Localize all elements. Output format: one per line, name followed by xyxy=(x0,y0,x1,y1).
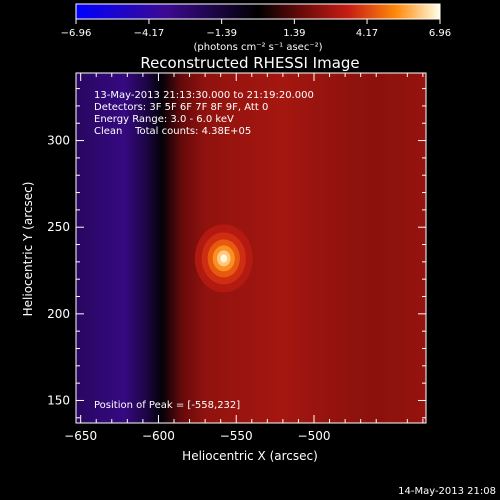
colorbar xyxy=(75,3,441,20)
plot-frame xyxy=(75,72,427,424)
heatmap-image xyxy=(76,73,426,423)
y-axis-label: Heliocentric Y (arcsec) xyxy=(21,182,35,317)
x-tick-label: −650 xyxy=(64,429,97,443)
colorbar-tick-label: −4.17 xyxy=(134,28,165,39)
colorbar-tick-label: −6.96 xyxy=(61,28,92,39)
timestamp-footer: 14-May-2013 21:08 xyxy=(398,486,496,497)
peak-position-label: Position of Peak = [-558,232] xyxy=(94,400,240,411)
colorbar-label: (photons cm⁻² s⁻¹ asec⁻²) xyxy=(193,42,322,53)
annotation-time-range: 13-May-2013 21:13:30.000 to 21:19:20.000 xyxy=(94,90,314,101)
colorbar-tick-label: 1.39 xyxy=(283,28,305,39)
x-tick-label: −500 xyxy=(298,429,331,443)
x-axis-ticks: −650 −600 −550 −500 xyxy=(64,73,424,443)
x-tick-label: −550 xyxy=(220,429,253,443)
y-tick-label: 250 xyxy=(47,220,70,234)
y-tick-label: 300 xyxy=(47,134,70,148)
annotation-energy-range: Energy Range: 3.0 - 6.0 keV xyxy=(94,114,234,125)
chart-title: Reconstructed RHESSI Image xyxy=(140,54,359,72)
colorbar-tick-label: 6.96 xyxy=(429,28,451,39)
colorbar-tick-label: 4.17 xyxy=(356,28,378,39)
annotation-clean-counts: Clean Total counts: 4.38E+05 xyxy=(94,126,251,137)
colorbar-ticks: −6.96 −4.17 −1.39 1.39 4.17 6.96 xyxy=(61,19,451,39)
y-tick-label: 150 xyxy=(47,393,70,407)
x-tick-label: −600 xyxy=(142,429,175,443)
annotation-detectors: Detectors: 3F 5F 6F 7F 8F 9F, Att 0 xyxy=(94,102,268,113)
y-tick-label: 200 xyxy=(47,307,70,321)
y-axis-ticks: 150 200 250 300 xyxy=(47,88,426,419)
x-axis-label: Heliocentric X (arcsec) xyxy=(182,449,318,463)
colorbar-tick-label: −1.39 xyxy=(206,28,237,39)
